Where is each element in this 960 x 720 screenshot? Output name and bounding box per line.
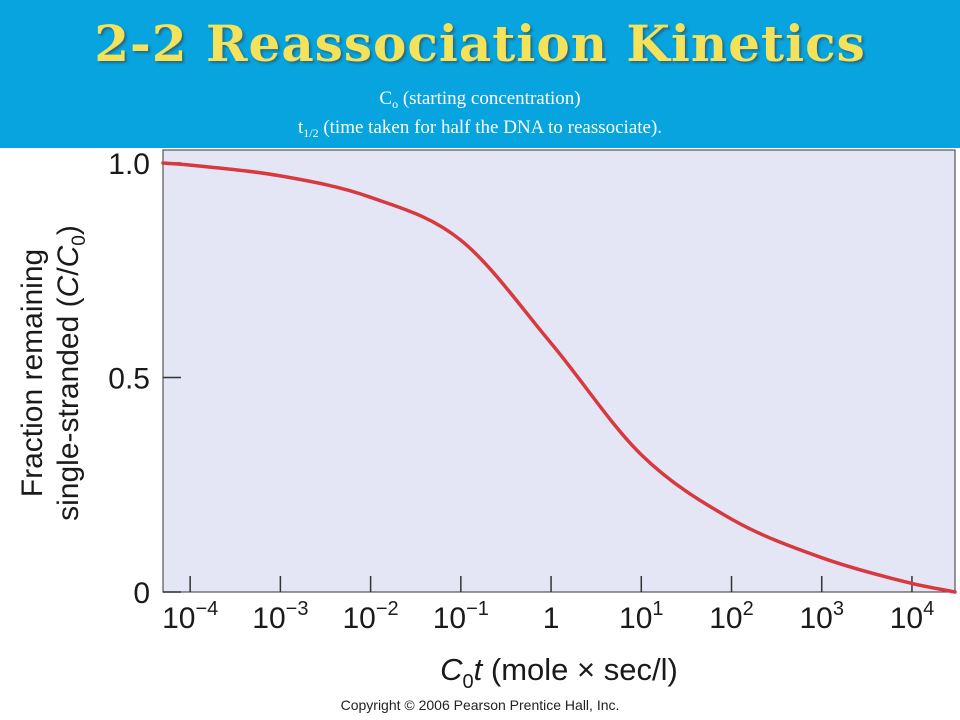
reassociation-curve bbox=[161, 161, 957, 594]
x-tick-label: 10−3 bbox=[252, 598, 308, 635]
c0-subscript: o bbox=[392, 97, 399, 111]
x-tick-label: 10−1 bbox=[433, 598, 489, 635]
y-tick-label: 1.0 bbox=[108, 148, 150, 181]
plot-area bbox=[162, 149, 956, 593]
t-half-subscript: 1/2 bbox=[303, 126, 319, 140]
x-tick-label: 104 bbox=[890, 598, 935, 635]
x-tick-label: 102 bbox=[709, 598, 754, 635]
y-axis-label: Fraction remaining single-stranded (C/C0) bbox=[16, 225, 90, 521]
c0-description: (starting concentration) bbox=[398, 88, 581, 109]
c0-symbol: C bbox=[379, 88, 393, 109]
x-axis-label: C0t (mole × sec/l) bbox=[440, 652, 678, 693]
y-axis-label-line-2: single-stranded (C/C0) bbox=[52, 225, 90, 521]
x-tick-label: 10−2 bbox=[343, 598, 399, 635]
copyright-notice: Copyright © 2006 Pearson Prentice Hall, … bbox=[340, 697, 620, 713]
subtitle-line-1: Co (starting concentration) bbox=[0, 88, 960, 112]
x-tick-label: 1 bbox=[543, 602, 560, 635]
t-half-description: (time taken for half the DNA to reassoci… bbox=[318, 117, 663, 138]
t-half-symbol: t bbox=[297, 117, 304, 138]
subtitle-line-2: t1/2 (time taken for half the DNA to rea… bbox=[0, 117, 960, 141]
x-tick-label: 103 bbox=[799, 598, 844, 635]
y-tick-label: 0 bbox=[133, 577, 150, 610]
y-axis-label-line-1: Fraction remaining bbox=[16, 249, 49, 497]
x-tick-label: 10−4 bbox=[162, 598, 218, 635]
x-tick-label: 101 bbox=[619, 598, 664, 635]
title-banner bbox=[0, 0, 960, 148]
slide-title: 2-2 Reassociation Kinetics bbox=[94, 14, 866, 73]
y-tick-label: 0.5 bbox=[108, 363, 150, 396]
